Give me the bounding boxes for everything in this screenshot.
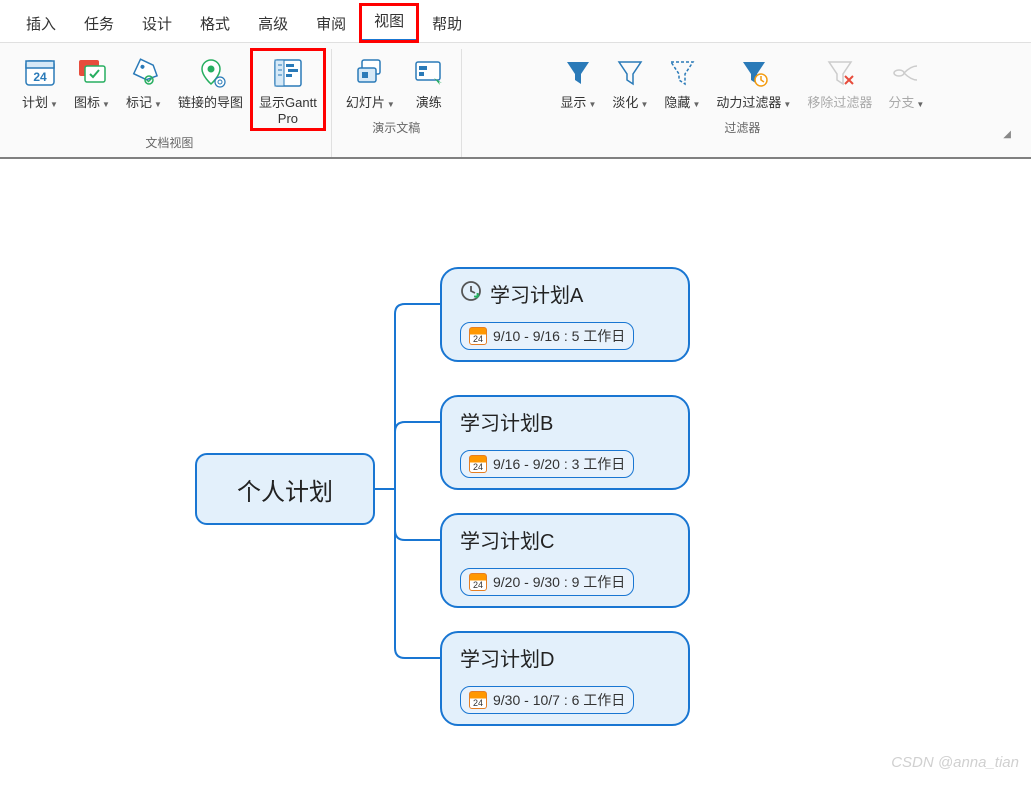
watermark: CSDN @anna_tian [891, 754, 1019, 771]
linked-map-button[interactable]: 链接的导图 [170, 49, 251, 130]
group-doc-view-label: 文档视图 [145, 130, 193, 157]
chevron-down-icon: ▼ [916, 100, 924, 109]
walkthrough-label: 演练 [416, 95, 442, 111]
plan-button[interactable]: 24 计划▼ [14, 49, 66, 130]
ribbon-group-presentation: 幻灯片▼ 演练 演示文稿 [332, 49, 462, 157]
child-b-date-text: 9/16 - 9/20 : 3 工作日 [493, 454, 625, 474]
root-label: 个人计划 [237, 472, 333, 507]
gantt-label: 显示Gantt Pro [259, 95, 317, 126]
calendar-small-icon: 24 [469, 691, 487, 709]
chevron-down-icon: ▼ [588, 100, 596, 109]
child-b-label: 学习计划B [460, 407, 553, 436]
mindmap-canvas[interactable]: 个人计划 学习计划A 24 9/10 - 9/16 : 5 工作日 学习计划B … [0, 159, 1031, 779]
slides-button[interactable]: 幻灯片▼ [338, 49, 403, 115]
child-c-label: 学习计划C [460, 525, 554, 554]
mark-button[interactable]: 标记▼ [118, 49, 170, 130]
child-node-b[interactable]: 学习计划B 24 9/16 - 9/20 : 3 工作日 [440, 395, 690, 490]
child-b-date: 24 9/16 - 9/20 : 3 工作日 [460, 450, 634, 478]
calendar-small-icon: 24 [469, 327, 487, 345]
menu-advanced[interactable]: 高级 [244, 7, 302, 42]
child-node-d[interactable]: 学习计划D 24 9/30 - 10/7 : 6 工作日 [440, 631, 690, 726]
child-a-date-text: 9/10 - 9/16 : 5 工作日 [493, 326, 625, 346]
play-icon [411, 55, 447, 91]
calendar-icon: 24 [22, 55, 58, 91]
menubar: 插入 任务 设计 格式 高级 审阅 视图 帮助 [0, 0, 1031, 43]
funnel-dynamic-icon [736, 55, 772, 91]
walkthrough-button[interactable]: 演练 [403, 49, 455, 115]
show-filter-button[interactable]: 显示▼ [552, 49, 604, 115]
branch-icon [888, 55, 924, 91]
calendar-small-icon: 24 [469, 455, 487, 473]
gantt-icon [270, 55, 306, 91]
dynamic-label: 动力过滤器 [716, 95, 781, 110]
hide-label: 隐藏 [664, 95, 690, 110]
child-d-date-text: 9/30 - 10/7 : 6 工作日 [493, 690, 625, 710]
slides-icon [352, 55, 388, 91]
menu-insert[interactable]: 插入 [12, 7, 70, 42]
show-label: 显示 [560, 95, 586, 110]
child-c-date-text: 9/20 - 9/30 : 9 工作日 [493, 572, 625, 592]
pin-link-icon [193, 55, 229, 91]
remove-filter-button[interactable]: 移除过滤器 [799, 49, 880, 115]
fade-filter-button[interactable]: 淡化▼ [604, 49, 656, 115]
chevron-down-icon: ▼ [640, 100, 648, 109]
plan-label: 计划 [22, 95, 48, 110]
calendar-small-icon: 24 [469, 573, 487, 591]
child-d-date: 24 9/30 - 10/7 : 6 工作日 [460, 686, 634, 714]
group-filters-label: 过滤器 [724, 115, 760, 142]
child-node-c[interactable]: 学习计划C 24 9/20 - 9/30 : 9 工作日 [440, 513, 690, 608]
menu-task[interactable]: 任务 [70, 7, 128, 42]
mark-label: 标记 [126, 95, 152, 110]
icons-label: 图标 [74, 95, 100, 110]
dynamic-filter-button[interactable]: 动力过滤器▼ [708, 49, 799, 115]
chevron-down-icon: ▼ [50, 100, 58, 109]
funnel-show-icon [560, 55, 596, 91]
child-node-a[interactable]: 学习计划A 24 9/10 - 9/16 : 5 工作日 [440, 267, 690, 362]
menu-design[interactable]: 设计 [128, 7, 186, 42]
funnel-remove-icon [822, 55, 858, 91]
child-a-date: 24 9/10 - 9/16 : 5 工作日 [460, 322, 634, 350]
clock-icon [460, 280, 482, 308]
branch-button[interactable]: 分支▼ [880, 49, 932, 115]
menu-format[interactable]: 格式 [186, 7, 244, 42]
svg-text:24: 24 [33, 70, 47, 84]
gantt-button[interactable]: 显示Gantt Pro [251, 49, 325, 130]
remove-label: 移除过滤器 [807, 95, 872, 111]
tag-icon [126, 55, 162, 91]
flag-check-icon [74, 55, 110, 91]
hide-filter-button[interactable]: 隐藏▼ [656, 49, 708, 115]
child-a-label: 学习计划A [490, 279, 583, 308]
linked-map-label: 链接的导图 [178, 95, 243, 111]
chevron-down-icon: ▼ [102, 100, 110, 109]
menu-review[interactable]: 审阅 [302, 7, 360, 42]
slides-label: 幻灯片 [346, 95, 385, 110]
ribbon-group-filters: 显示▼ 淡化▼ 隐藏▼ 动力过滤器▼ 移除过滤器 分支▼ [462, 49, 1023, 157]
chevron-down-icon: ▼ [387, 100, 395, 109]
fade-label: 淡化 [612, 95, 638, 110]
chevron-down-icon: ▼ [692, 100, 700, 109]
branch-label: 分支 [888, 95, 914, 110]
chevron-down-icon: ▼ [154, 100, 162, 109]
ribbon: 24 计划▼ 图标▼ 标记▼ 链接的导图 [0, 43, 1031, 159]
group-presentation-label: 演示文稿 [372, 115, 420, 142]
child-c-date: 24 9/20 - 9/30 : 9 工作日 [460, 568, 634, 596]
funnel-hide-icon [664, 55, 700, 91]
menu-help[interactable]: 帮助 [418, 7, 476, 42]
ribbon-group-doc-view: 24 计划▼ 图标▼ 标记▼ 链接的导图 [8, 49, 332, 157]
funnel-fade-icon [612, 55, 648, 91]
root-node[interactable]: 个人计划 [195, 453, 375, 525]
menu-view[interactable]: 视图 [360, 4, 418, 42]
child-d-label: 学习计划D [460, 643, 554, 672]
icons-button[interactable]: 图标▼ [66, 49, 118, 130]
dialog-launcher-icon[interactable]: ◢ [999, 127, 1015, 142]
chevron-down-icon: ▼ [783, 100, 791, 109]
